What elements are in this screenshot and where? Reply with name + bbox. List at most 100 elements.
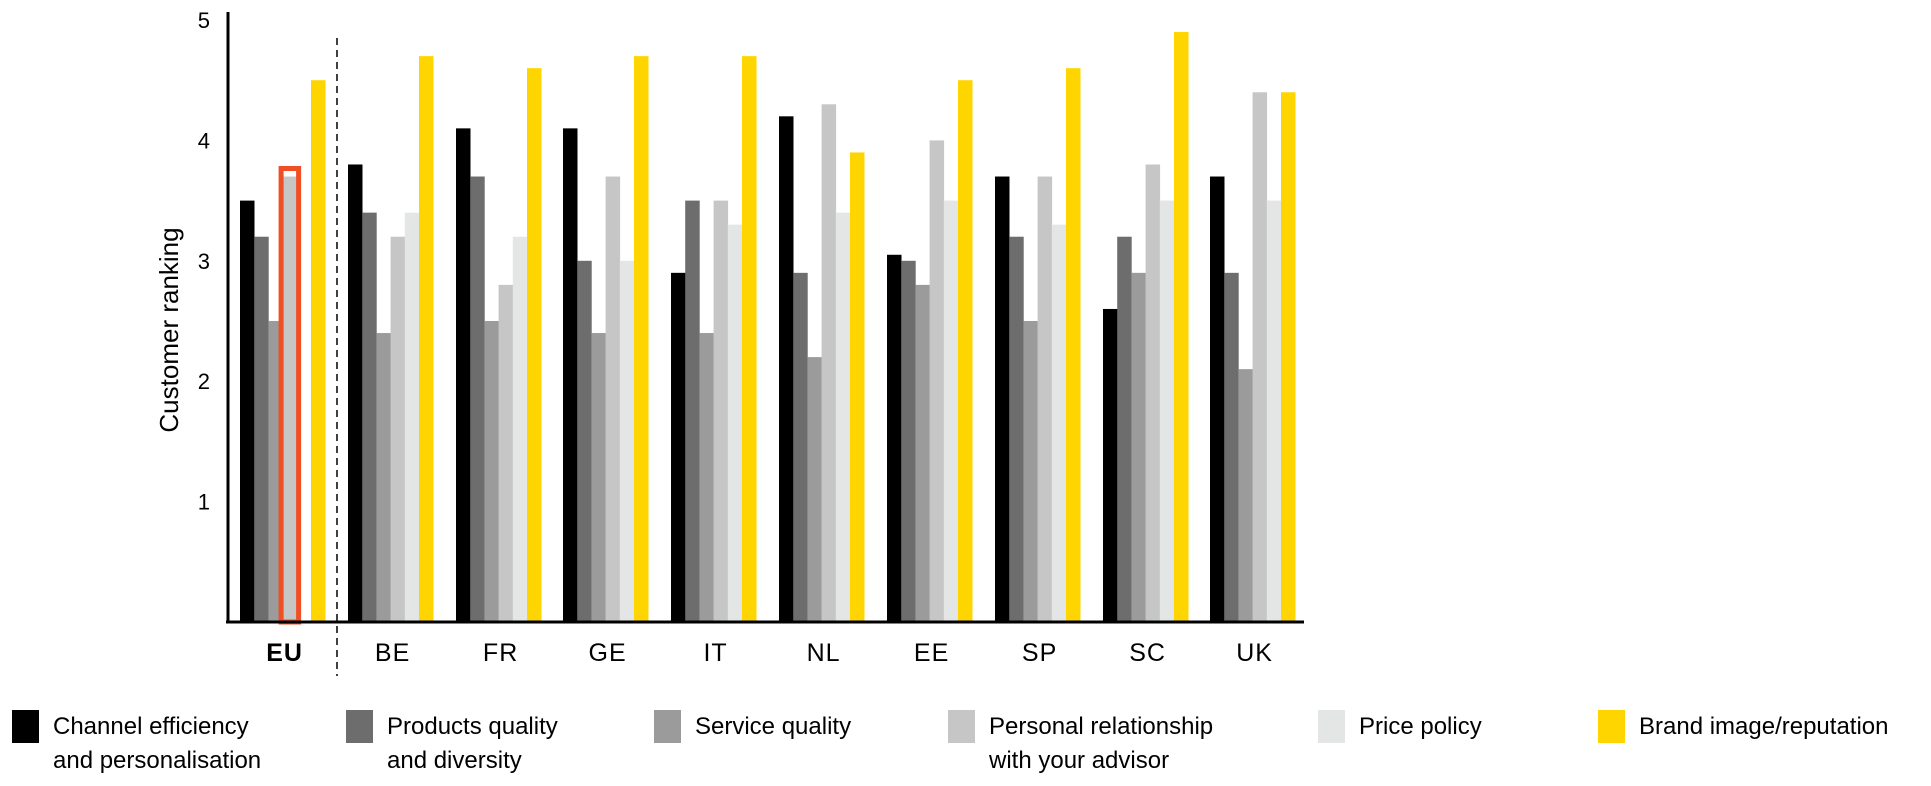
x-tick-label-fr: FR bbox=[483, 639, 518, 667]
bar-sc-series-3 bbox=[1131, 272, 1146, 622]
x-tick-label-ee: EE bbox=[914, 639, 949, 667]
legend-item: Channel efficiency and personalisation bbox=[12, 710, 261, 778]
bar-sc-series-4 bbox=[1145, 164, 1161, 623]
legend-label: Brand image/reputation bbox=[1639, 710, 1889, 744]
legend-label-line: Service quality bbox=[695, 713, 852, 740]
bar-sp-series-6 bbox=[1066, 68, 1081, 622]
legend-swatch bbox=[1598, 710, 1625, 743]
y-tick-label: 2 bbox=[198, 369, 210, 394]
bar-sc-series-1 bbox=[1103, 308, 1118, 622]
legend-swatch bbox=[1318, 710, 1345, 743]
bar-ge-series-5 bbox=[619, 260, 635, 622]
bar-eu-series-6 bbox=[311, 80, 326, 622]
x-tick-label-be: BE bbox=[375, 639, 410, 667]
bar-ee-series-3 bbox=[915, 284, 930, 622]
bar-nl-series-6 bbox=[850, 152, 865, 622]
legend: Channel efficiency and personalisation Pro… bbox=[0, 710, 1931, 786]
bar-it-series-6 bbox=[742, 56, 757, 623]
legend-label-line: and personalisation bbox=[53, 747, 262, 774]
bar-sc-series-6 bbox=[1174, 32, 1189, 623]
bar-fr-series-1 bbox=[456, 128, 471, 623]
bar-ee-series-6 bbox=[958, 80, 973, 622]
y-tick-label: 3 bbox=[198, 249, 210, 274]
bar-ee-series-5 bbox=[943, 200, 959, 622]
bar-ge-series-1 bbox=[563, 128, 578, 623]
bar-sc-series-2 bbox=[1117, 236, 1132, 622]
legend-label-line: and diversity bbox=[387, 747, 522, 774]
bar-uk-series-3 bbox=[1238, 369, 1253, 622]
bar-ge-series-4 bbox=[605, 176, 621, 622]
legend-item: Price policy bbox=[1318, 710, 1482, 744]
bar-sp-series-2 bbox=[1009, 236, 1024, 622]
x-tick-label-nl: NL bbox=[807, 639, 841, 667]
bar-be-series-5 bbox=[404, 212, 420, 622]
x-tick-label-sp: SP bbox=[1022, 639, 1057, 667]
x-tick-label-it: IT bbox=[703, 639, 727, 667]
ranking-chart: 1 2 3 4 5 Customer ranking EU BE FR GE IT NL EE SP S… bbox=[154, 8, 1304, 676]
legend-swatch bbox=[948, 710, 975, 743]
legend-label: Products quality and diversity bbox=[387, 710, 558, 778]
legend-item: Personal relationship with your advisor bbox=[948, 710, 1213, 778]
legend-swatch bbox=[654, 710, 681, 743]
bar-eu-series-2 bbox=[254, 236, 269, 622]
bar-it-series-2 bbox=[685, 200, 700, 622]
y-tick-label: 4 bbox=[198, 128, 210, 153]
bar-be-series-2 bbox=[362, 212, 377, 622]
bar-ee-series-1 bbox=[887, 254, 902, 622]
y-tick-label: 5 bbox=[198, 8, 210, 33]
legend-swatch bbox=[12, 710, 39, 743]
legend-swatch bbox=[346, 710, 373, 743]
bar-fr-series-4 bbox=[498, 284, 514, 622]
bar-sc-series-5 bbox=[1159, 200, 1175, 622]
bar-uk-series-1 bbox=[1210, 176, 1225, 622]
bar-fr-series-3 bbox=[484, 321, 499, 622]
legend-item: Products quality and diversity bbox=[346, 710, 558, 778]
bar-eu-series-1 bbox=[240, 200, 255, 622]
legend-label-line: with your advisor bbox=[989, 747, 1170, 774]
x-tick-label-uk: UK bbox=[1236, 639, 1273, 667]
bar-nl-series-5 bbox=[835, 212, 851, 622]
bar-be-series-4 bbox=[390, 236, 406, 622]
bar-nl-series-4 bbox=[821, 104, 837, 622]
legend-label-line: Personal relationship bbox=[989, 713, 1214, 740]
bar-be-series-6 bbox=[419, 56, 434, 623]
y-axis-label: Customer ranking bbox=[154, 227, 184, 432]
legend-item: Brand image/reputation bbox=[1598, 710, 1889, 744]
x-tick-label-sc: SC bbox=[1129, 639, 1166, 667]
legend-label: Service quality bbox=[695, 710, 851, 744]
bar-fr-series-2 bbox=[470, 176, 485, 622]
bar-uk-series-4 bbox=[1252, 92, 1268, 623]
bar-sp-series-3 bbox=[1023, 321, 1038, 622]
bar-sp-series-1 bbox=[995, 176, 1010, 622]
x-tick-label-ge: GE bbox=[589, 639, 627, 667]
bar-ee-series-4 bbox=[929, 140, 945, 622]
bar-ge-series-6 bbox=[634, 56, 649, 623]
bar-uk-series-6 bbox=[1281, 92, 1296, 623]
x-axis-category-labels: EU BE FR GE IT NL EE SP SC UK bbox=[266, 639, 1273, 667]
bar-ee-series-2 bbox=[901, 260, 916, 622]
bar-uk-series-5 bbox=[1266, 200, 1282, 622]
bar-it-series-1 bbox=[671, 272, 686, 622]
bar-be-series-1 bbox=[348, 164, 363, 623]
legend-label: Price policy bbox=[1359, 710, 1482, 744]
bar-eu-series-4 bbox=[282, 176, 298, 622]
legend-label-line: Price policy bbox=[1359, 713, 1482, 740]
bar-nl-series-2 bbox=[793, 272, 808, 622]
x-tick-label-eu: EU bbox=[266, 639, 303, 667]
legend-label-line: Channel efficiency bbox=[53, 713, 249, 740]
bar-ge-series-3 bbox=[591, 333, 606, 622]
bar-nl-series-3 bbox=[807, 357, 822, 622]
legend-label: Channel efficiency and personalisation bbox=[53, 710, 261, 778]
bar-nl-series-1 bbox=[779, 116, 794, 622]
bar-be-series-3 bbox=[376, 333, 391, 622]
y-axis-ticks: 1 2 3 4 5 bbox=[198, 8, 210, 515]
bar-sp-series-5 bbox=[1051, 224, 1067, 622]
bar-it-series-5 bbox=[727, 224, 743, 622]
legend-item: Service quality bbox=[654, 710, 851, 744]
legend-label-line: Brand image/reputation bbox=[1639, 713, 1889, 740]
legend-label: Personal relationship with your advisor bbox=[989, 710, 1213, 778]
bar-fr-series-5 bbox=[512, 236, 528, 622]
bar-it-series-4 bbox=[713, 200, 729, 622]
bar-it-series-3 bbox=[699, 333, 714, 622]
bar-sp-series-4 bbox=[1037, 176, 1053, 622]
